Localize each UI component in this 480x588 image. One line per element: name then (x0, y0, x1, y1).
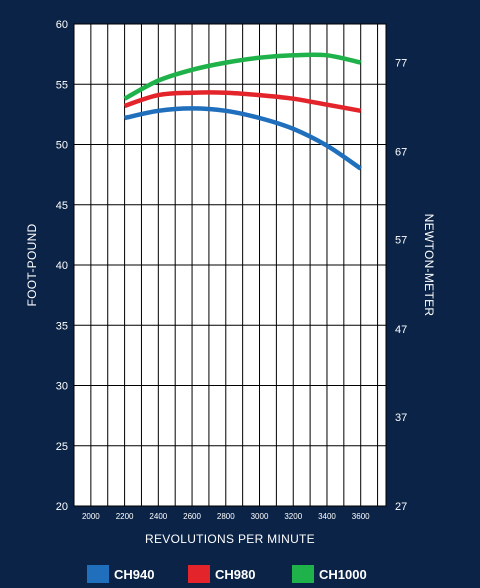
plot-border (73, 23, 387, 507)
y2-tick-label: 27 (395, 501, 407, 513)
x-tick-label: 2600 (183, 512, 201, 521)
y-tick-label: 40 (56, 260, 68, 272)
y-tick-label: 30 (56, 381, 68, 393)
y-tick-label: 45 (56, 200, 68, 212)
series-line-ch1000 (123, 52, 362, 101)
legend-label-ch1000: CH1000 (319, 567, 367, 582)
legend-label-ch940: CH940 (114, 567, 154, 582)
legend-swatch-ch1000 (292, 565, 314, 583)
x-tick-label: 3600 (352, 512, 370, 521)
x-tick-label: 3400 (318, 512, 336, 521)
y-tick-label: 50 (56, 140, 68, 152)
y-tick-label: 55 (56, 79, 68, 91)
y2-tick-labels: 27 37 47 57 67 77 (395, 58, 407, 513)
legend-swatch-ch940 (87, 565, 109, 583)
series-lines (123, 52, 362, 171)
x-tick-labels: 2000 2200 2400 2600 2800 3000 3200 3400 3600 (82, 512, 370, 521)
y-tick-label: 20 (56, 501, 68, 513)
y-tick-label: 25 (56, 441, 68, 453)
legend-swatch-ch980 (188, 565, 210, 583)
x-tick-label: 2400 (149, 512, 167, 521)
series-line-ch940 (124, 106, 362, 171)
x-axis-title: REVOLUTIONS PER MINUTE (145, 532, 315, 546)
x-tick-label: 2200 (116, 512, 134, 521)
y2-tick-label: 77 (395, 58, 407, 70)
y-axis-title: FOOT-POUND (25, 223, 39, 306)
y2-tick-label: 67 (395, 147, 407, 159)
y-tick-label: 35 (56, 320, 68, 332)
x-tick-label: 2800 (217, 512, 235, 521)
y-tick-labels: 20 25 30 35 40 45 50 55 60 (56, 19, 68, 513)
x-tick-label: 2000 (82, 512, 100, 521)
y-tick-label: 60 (56, 19, 68, 31)
x-tick-label: 3200 (284, 512, 302, 521)
y2-axis-title: NEWTON-METER (422, 214, 436, 317)
x-tick-label: 3000 (251, 512, 269, 521)
legend-label-ch980: CH980 (215, 567, 255, 582)
legend: CH940 CH980 CH1000 (87, 565, 367, 583)
series-line-ch980 (123, 90, 362, 114)
y2-tick-label: 47 (395, 324, 407, 336)
y2-tick-label: 37 (395, 412, 407, 424)
y2-tick-label: 57 (395, 235, 407, 247)
